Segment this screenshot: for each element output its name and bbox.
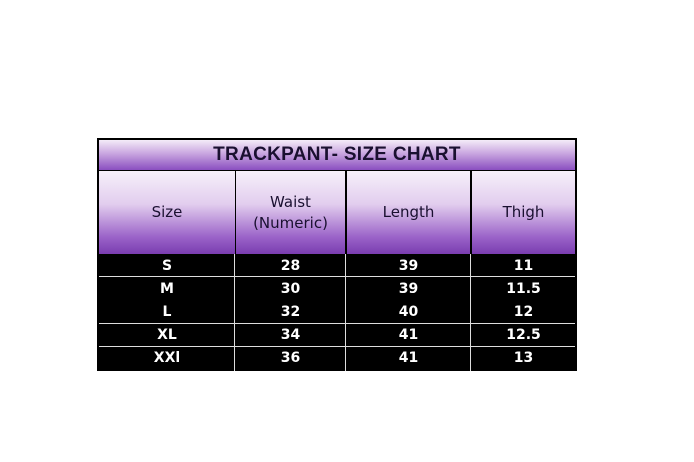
table-cell: 39	[398, 257, 419, 274]
table-cell: 34	[280, 326, 301, 343]
row-divider	[99, 276, 575, 277]
table-cell: 40	[398, 303, 419, 320]
table-cell: 39	[398, 280, 419, 297]
table-cell: 41	[398, 326, 419, 343]
table-cell: 36	[280, 349, 301, 366]
column-header: Size	[99, 171, 235, 254]
table-cell: S	[161, 257, 173, 274]
column-header: Waist (Numeric)	[236, 171, 345, 254]
table-cell: 30	[280, 280, 301, 297]
table-title: TRACKPANT- SIZE CHART	[99, 140, 575, 170]
table-cell: 32	[280, 303, 301, 320]
table-cell: XXl	[153, 349, 181, 366]
column-divider	[234, 254, 235, 371]
table-cell: 28	[280, 257, 301, 274]
table-cell: 11	[513, 257, 534, 274]
column-divider	[345, 254, 346, 371]
table-cell: L	[162, 303, 172, 320]
row-divider	[99, 323, 575, 324]
size-chart-table: TRACKPANT- SIZE CHART Size Waist (Numeric)…	[97, 138, 577, 371]
table-cell: 41	[398, 349, 419, 366]
row-divider	[99, 346, 575, 347]
column-divider	[470, 254, 471, 371]
table-cell: 13	[513, 349, 534, 366]
column-header: Thigh	[472, 171, 575, 254]
table-cell: 11.5	[506, 280, 541, 297]
column-header: Length	[347, 171, 470, 254]
table-cell: 12.5	[506, 326, 541, 343]
table-cell: 12	[513, 303, 534, 320]
table-cell: M	[160, 280, 174, 297]
table-cell: XL	[157, 326, 177, 343]
